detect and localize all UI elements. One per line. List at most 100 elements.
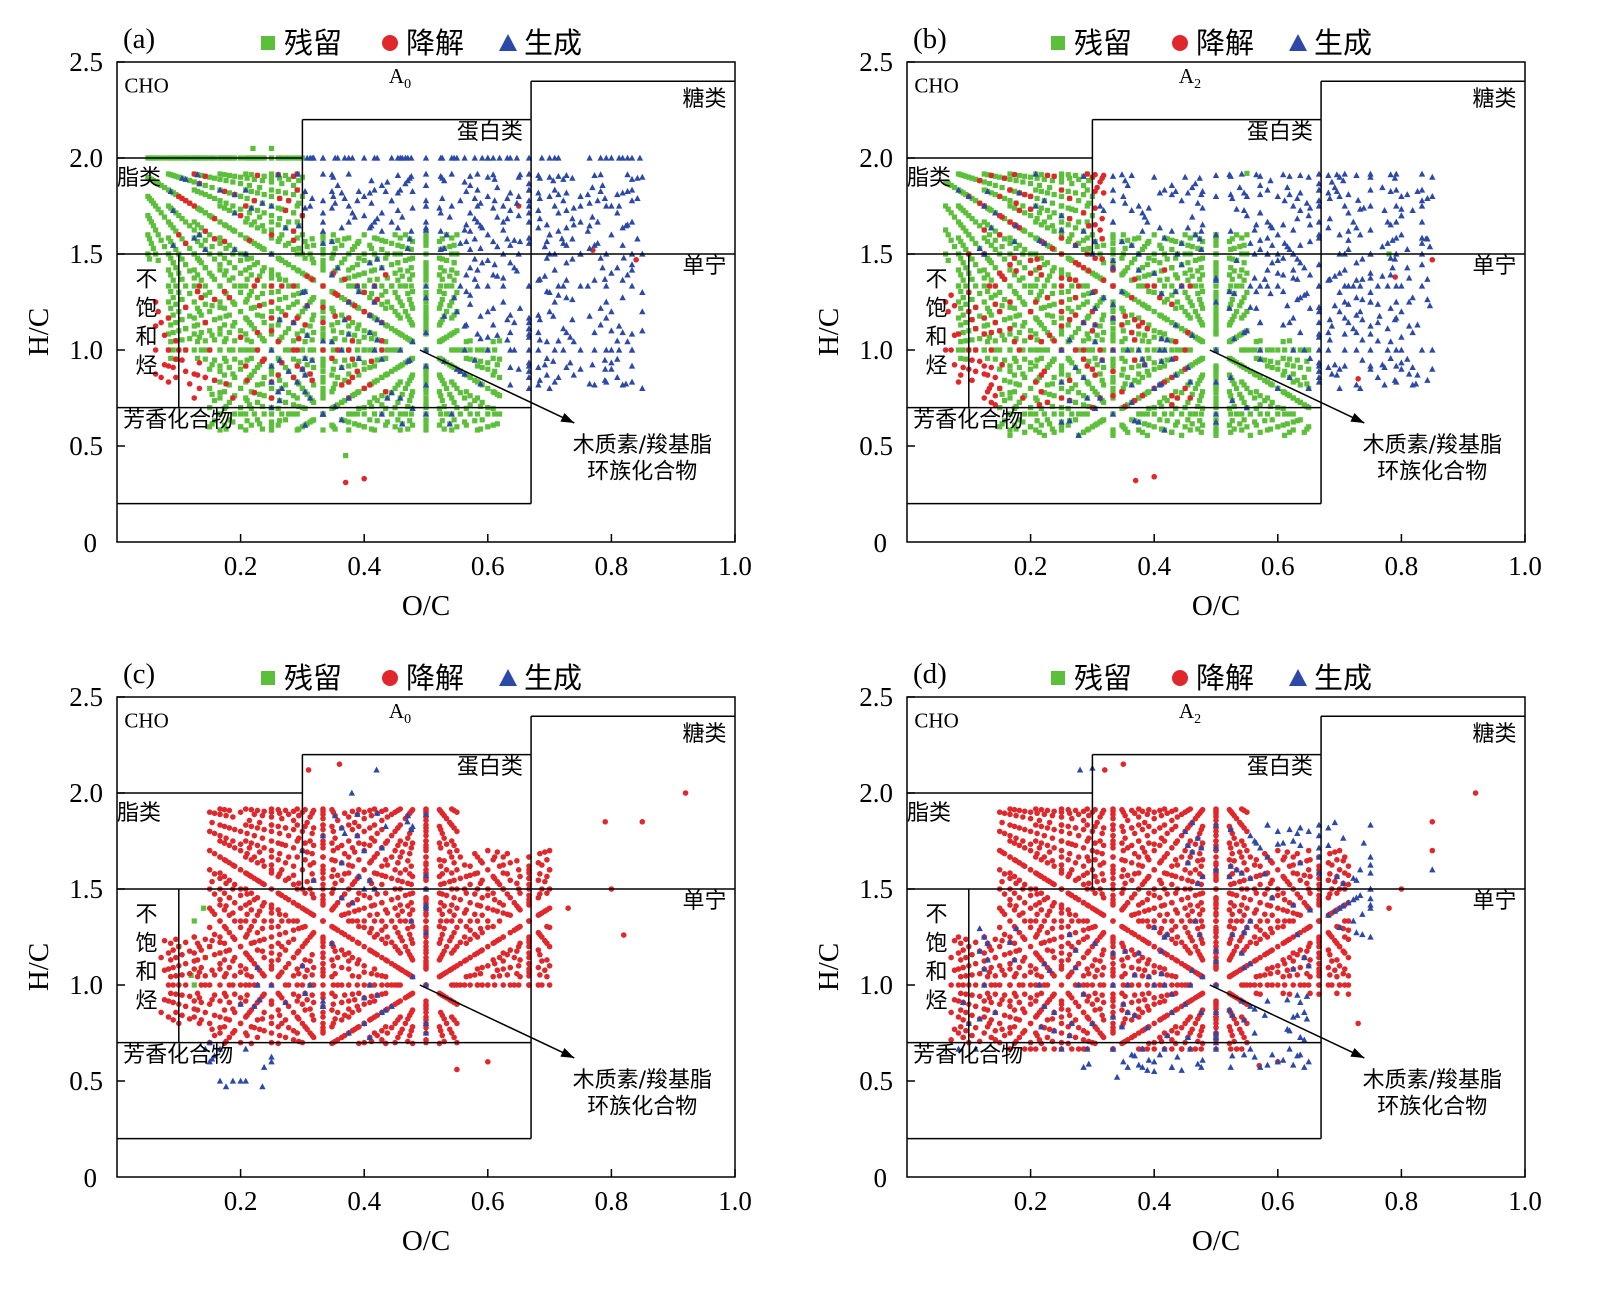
data-point [191,982,197,988]
legend-triangle-icon [499,34,517,51]
data-point [237,924,244,931]
data-point [1028,181,1034,187]
data-point [399,213,406,220]
data-point [541,272,549,279]
data-point [320,363,326,369]
data-point [507,381,514,388]
data-point [339,242,345,248]
data-point [194,372,201,378]
data-point [402,1020,409,1027]
data-point [379,283,385,289]
data-point [1084,171,1091,177]
data-point [1179,326,1185,332]
data-point [207,193,213,199]
data-point [515,867,522,873]
data-point [1001,216,1008,222]
data-point [474,170,481,177]
data-point [296,177,302,184]
data-point [1075,431,1082,438]
data-point [226,825,233,831]
data-point [196,385,203,392]
data-point [448,202,455,209]
data-point [551,186,558,193]
data-point [1241,295,1247,301]
data-point [383,372,389,378]
data-point [454,867,460,873]
data-point [179,236,185,242]
data-point [1341,298,1348,305]
data-point [173,301,179,307]
data-point [1089,385,1095,391]
data-point [388,896,395,903]
data-point [1257,338,1263,344]
data-point [471,215,478,222]
data-point [179,972,185,978]
data-point [226,1034,233,1041]
data-point [1187,283,1194,289]
data-point [1294,397,1300,404]
data-point [1065,422,1071,428]
data-point [308,356,316,363]
data-point [972,325,979,332]
data-point [1007,240,1013,246]
data-point [965,193,972,199]
data-point [1144,283,1151,289]
data-point [1360,204,1367,211]
data-point [361,360,367,366]
data-point [395,1034,401,1041]
region-label-sugars: 糖类 [682,87,726,112]
data-point [1213,331,1219,337]
data-point [1119,339,1125,345]
data-point [259,426,266,432]
data-point [223,268,229,274]
data-point [423,289,429,295]
data-point [179,357,185,363]
data-point [1243,193,1251,199]
data-point [1034,195,1040,202]
data-point [374,891,381,897]
data-point [436,238,443,245]
data-point [1001,357,1008,363]
data-point [374,377,380,383]
data-point [440,244,448,251]
data-point [211,931,218,938]
data-point [999,361,1005,368]
data-point [345,170,352,177]
data-point [170,364,176,371]
data-point [628,261,636,268]
region-label-lignin: 环族化合物 [1377,460,1487,485]
data-point [1253,288,1260,295]
data-point [1303,290,1311,297]
data-point [251,283,258,289]
data-point [268,267,275,273]
data-point [1144,262,1150,268]
data-point [355,187,363,194]
data-point [1269,399,1275,405]
data-point [191,331,197,337]
data-point [955,283,962,289]
data-point [477,358,484,364]
data-point [1022,338,1028,344]
data-point [1306,238,1314,245]
data-point [1345,236,1352,243]
data-point [173,283,179,289]
data-point [423,924,429,931]
data-point [1141,213,1148,220]
data-point [1080,393,1087,399]
data-point [479,364,485,371]
data-point [195,305,201,311]
data-point [1139,338,1146,344]
data-point [1051,393,1057,399]
data-point [1387,171,1394,178]
data-point [268,378,275,385]
data-point [1080,191,1087,198]
data-point [1075,283,1082,289]
data-point [259,313,266,319]
data-point [202,1009,209,1016]
data-point [1034,175,1040,181]
data-point [268,411,275,417]
data-point [444,309,450,315]
data-point [1418,282,1426,289]
data-point [1301,374,1307,381]
data-point [1384,325,1391,332]
